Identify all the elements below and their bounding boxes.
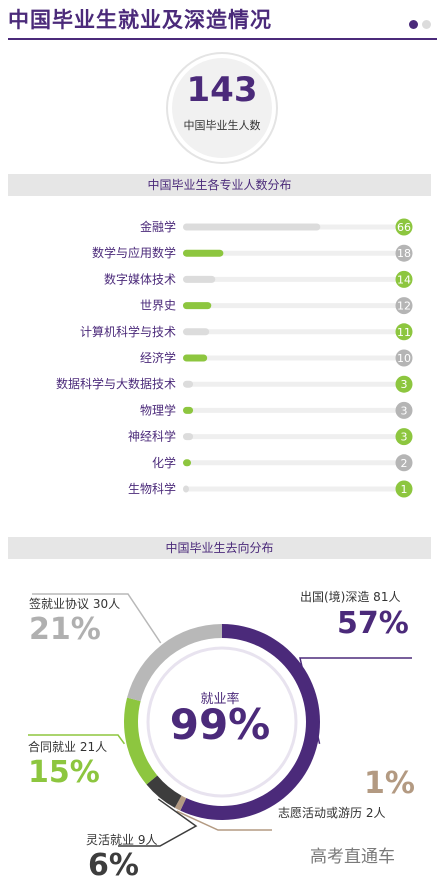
bar-value-badge (395, 480, 413, 498)
bar (183, 275, 216, 283)
bar (183, 249, 224, 257)
donut-slice (127, 624, 222, 702)
donut-leader-line (299, 657, 412, 744)
bar (183, 302, 212, 310)
total-graduates-circle: 143 中国毕业生人数 (172, 58, 272, 158)
bar-track (183, 250, 404, 256)
bar (183, 328, 210, 336)
bar-track (183, 486, 404, 492)
bar-value-label: 66 (397, 221, 411, 234)
bar-value-badge (395, 218, 413, 236)
slice-percent-volunteer: 1% (364, 766, 415, 801)
bar-value-badge (395, 323, 413, 341)
donut-leader-line (118, 798, 198, 847)
bar-track (183, 355, 404, 361)
bar-label: 经济学 (140, 350, 176, 365)
total-graduates-number: 143 (186, 70, 258, 110)
page-title: 中国毕业生就业及深造情况 (8, 8, 272, 32)
bar-value-label: 3 (401, 378, 408, 391)
donut-hole (139, 639, 305, 805)
bar-value-label: 18 (397, 247, 411, 260)
slice-percent-text: 57% (337, 606, 409, 641)
bar-value-label: 1 (401, 483, 408, 496)
watermark-text: 高考直通车 (310, 847, 395, 867)
slice-percent-text: 1% (364, 766, 415, 801)
majors-section-banner: 中国毕业生各专业人数分布 (8, 174, 431, 196)
pager-dot-inactive[interactable] (422, 20, 431, 29)
bar-label: 数学与应用数学 (92, 245, 176, 260)
bar-value-label: 2 (401, 457, 408, 470)
bar-value-label: 12 (397, 300, 411, 313)
title-rule (8, 38, 437, 40)
slice-label-study-abroad: 出国(境)深造 81人 (300, 588, 400, 605)
bar-label: 化学 (152, 455, 176, 470)
bar-track (183, 329, 404, 335)
slice-percent-text: 15% (28, 755, 100, 790)
bar-track (183, 407, 404, 413)
bar-value-label: 10 (397, 352, 411, 365)
bar-value-badge (395, 297, 413, 315)
slice-label-agreement: 签就业协议 30人 (29, 595, 120, 612)
bar-label: 数据科学与大数据技术 (56, 376, 176, 391)
donut-leader-line (28, 734, 126, 745)
bar-value-badge (395, 270, 413, 288)
slice-percent-text: 21% (29, 612, 101, 647)
bar (183, 223, 321, 231)
bar-value-label: 3 (401, 431, 408, 444)
bar-value-badge (395, 349, 413, 367)
bar (183, 406, 194, 414)
bar-track (183, 460, 404, 466)
donut-slice (124, 697, 158, 785)
slice-percent-text: 6% (88, 848, 139, 883)
bar-track (183, 276, 404, 282)
slice-label-text: 出国(境)深造 81人 (300, 590, 401, 604)
bar-value-label: 3 (401, 404, 408, 417)
bar-value-badge (395, 428, 413, 446)
bar (183, 485, 190, 493)
bar-label: 神经科学 (128, 429, 176, 444)
donut-center-value: 99% (169, 700, 271, 749)
slice-label-text: 志愿活动或游历 2人 (278, 806, 386, 820)
bar-value-badge (395, 244, 413, 262)
bar-value-badge (395, 401, 413, 419)
bar-value-label: 11 (397, 326, 411, 339)
bar-label: 计算机科学与技术 (80, 324, 176, 339)
bar (183, 354, 208, 362)
slice-label-contract: 合同就业 21人 (28, 738, 107, 755)
bar-value-label: 14 (397, 273, 411, 286)
destination-section-banner: 中国毕业生去向分布 (8, 537, 431, 559)
slice-label-volunteer: 志愿活动或游历 2人 (278, 804, 385, 821)
bar-label: 生物科学 (128, 481, 176, 496)
bar-track (183, 381, 404, 387)
donut-center-label: 就业率 (200, 692, 240, 707)
donut-inner-ring (146, 646, 298, 798)
pager-dot-active[interactable] (409, 20, 418, 29)
donut-slice (146, 775, 182, 808)
bar-value-badge (395, 454, 413, 472)
bar (183, 380, 194, 388)
bar (183, 459, 192, 467)
bar-value-badge (395, 375, 413, 393)
slice-label-text: 灵活就业 9人 (86, 833, 158, 847)
slice-percent-agreement: 21% (29, 612, 101, 647)
slice-percent-contract: 15% (28, 755, 100, 790)
donut-leader-line (176, 810, 272, 831)
slice-percent-flexible: 6% (88, 848, 139, 883)
bar-label: 世界史 (140, 299, 176, 313)
bar-track (183, 434, 404, 440)
slice-label-text: 签就业协议 30人 (29, 597, 121, 611)
slice-percent-study-abroad: 57% (337, 606, 409, 641)
donut-leader-line (32, 593, 162, 644)
total-graduates-label: 中国毕业生人数 (183, 119, 261, 132)
bar-label: 物理学 (140, 402, 176, 417)
donut-slice (174, 795, 187, 811)
slice-label-flexible: 灵活就业 9人 (86, 831, 157, 848)
bar (183, 433, 194, 441)
bar-label: 数字媒体技术 (104, 271, 176, 286)
bar-label: 金融学 (140, 219, 176, 234)
bar-track (183, 303, 404, 309)
slice-label-text: 合同就业 21人 (28, 740, 108, 754)
